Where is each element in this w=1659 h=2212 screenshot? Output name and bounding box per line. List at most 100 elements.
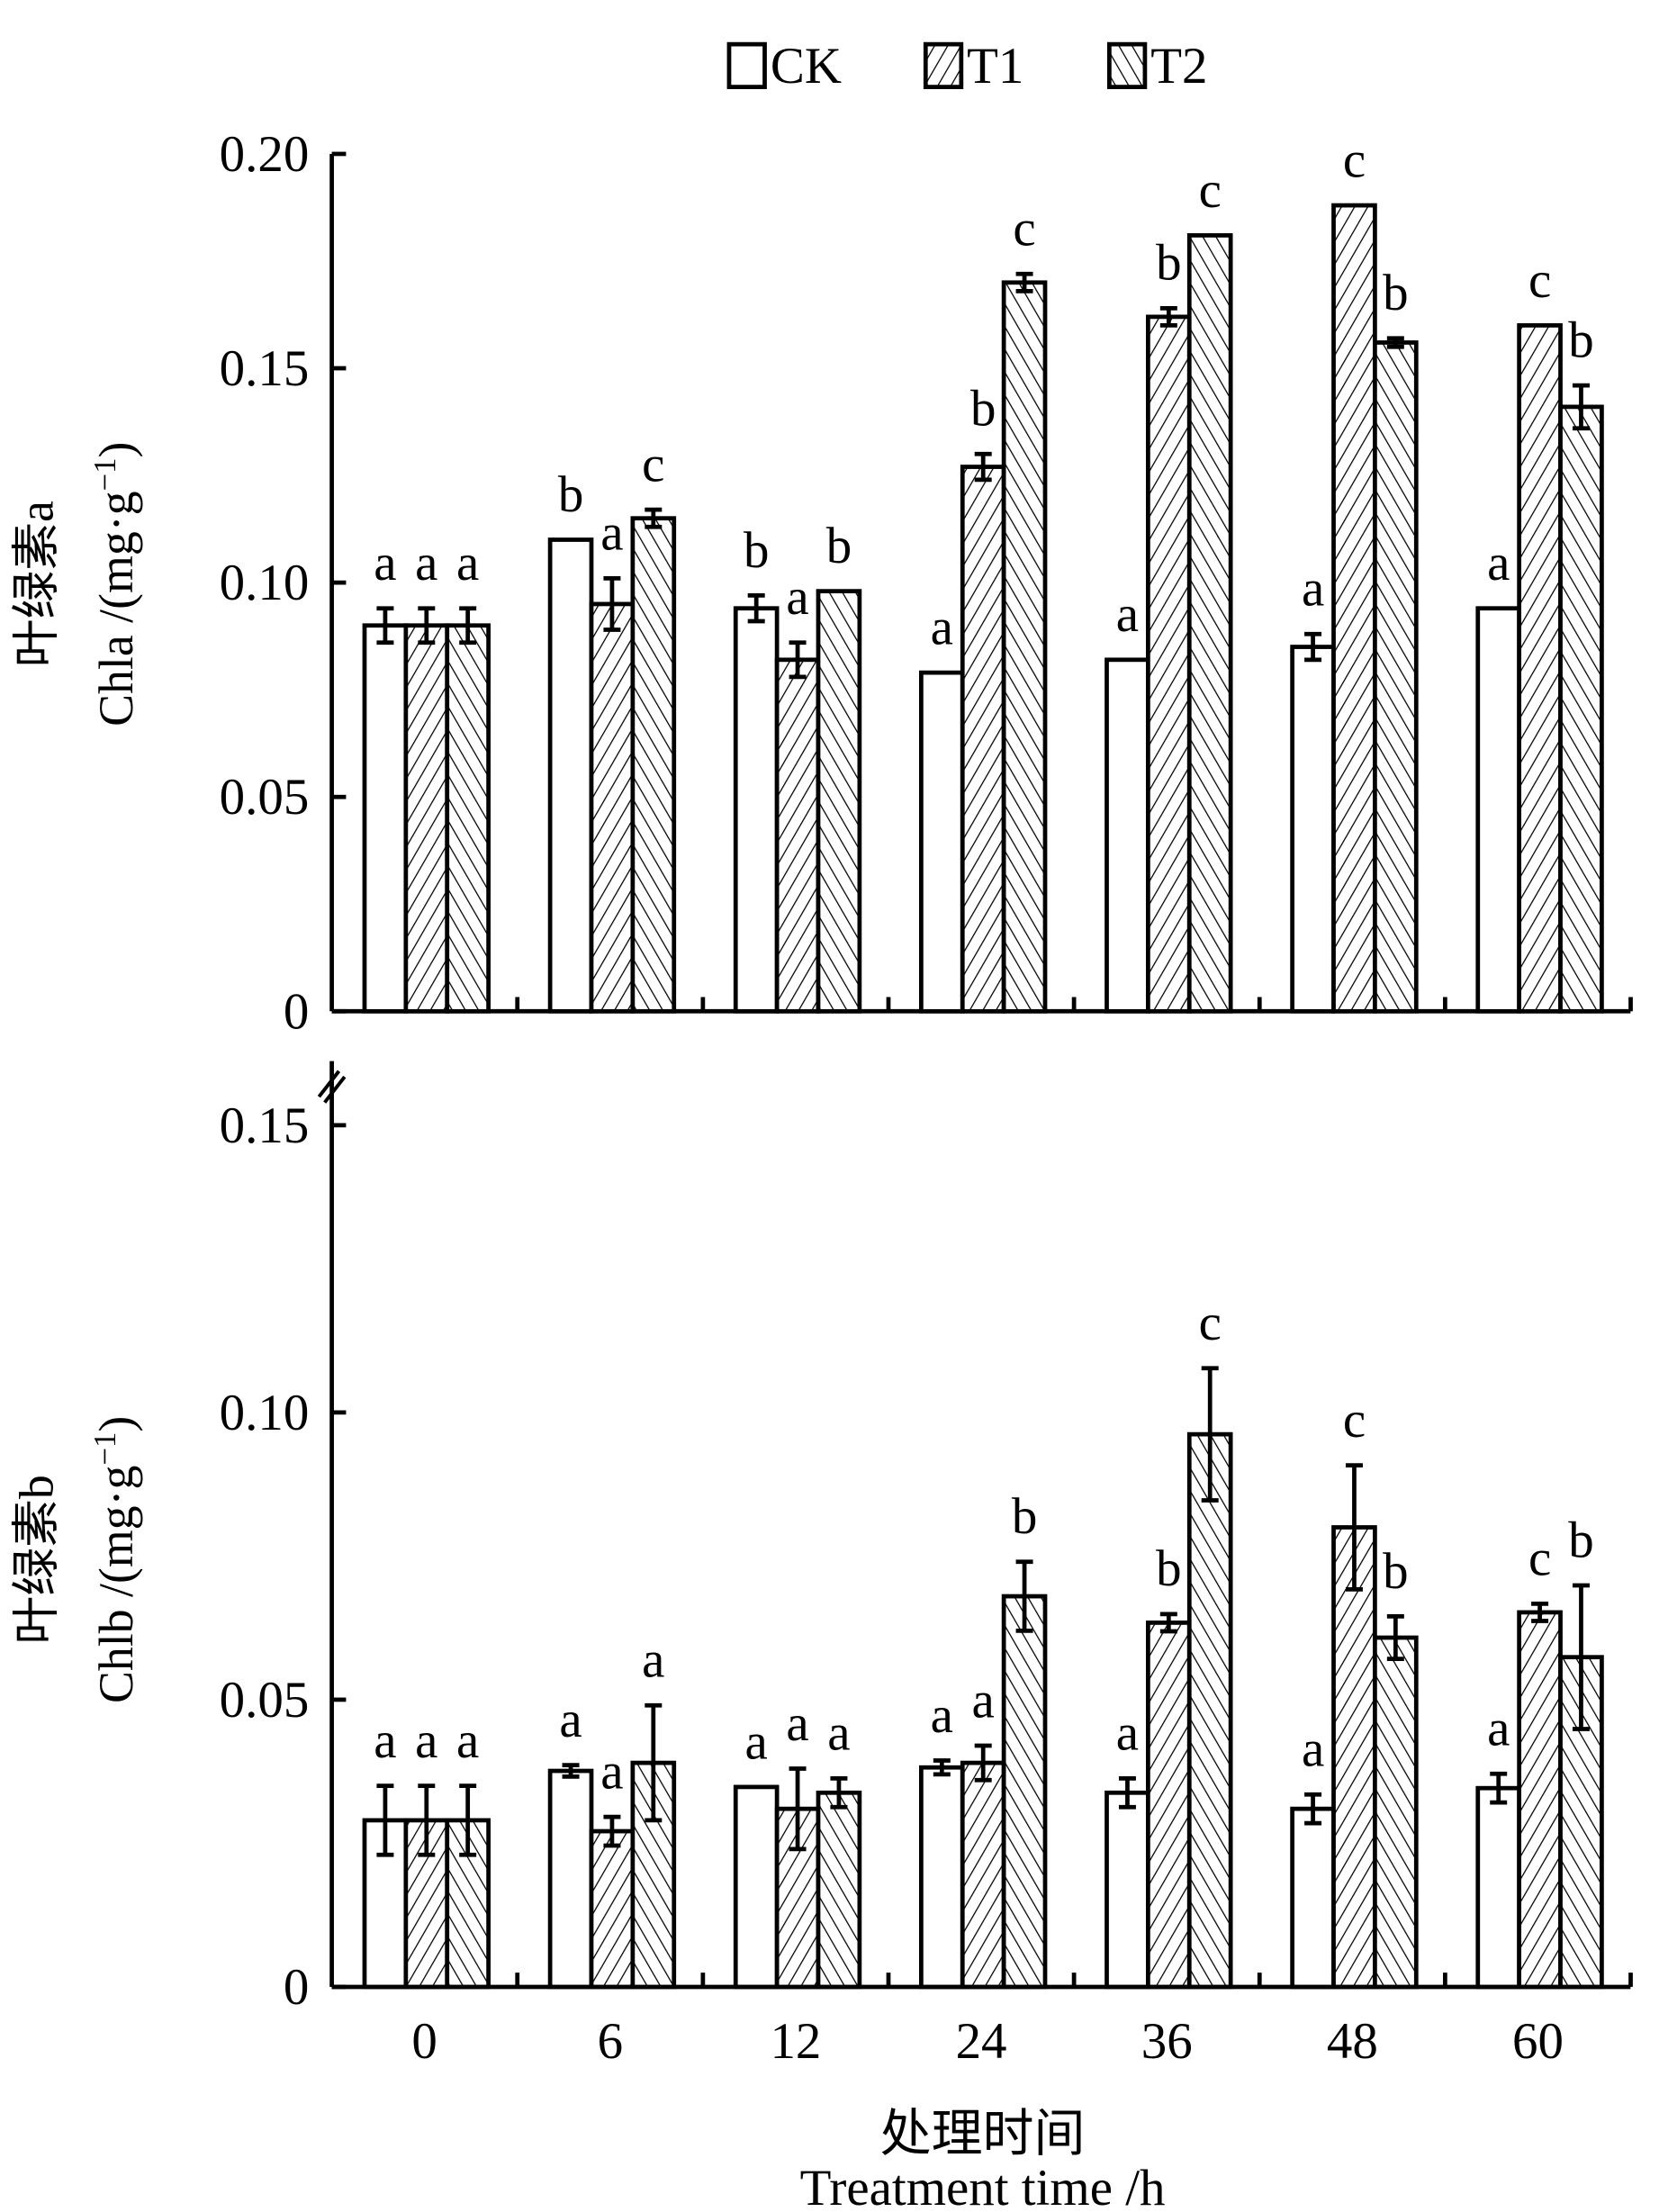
bar-ck xyxy=(1475,606,1522,1014)
bar-ck xyxy=(362,623,409,1014)
bar-ck xyxy=(1290,1806,1336,1990)
significance-letter: c xyxy=(1199,1295,1222,1351)
x-tick-label: 24 xyxy=(956,2013,1007,2070)
bar-t1 xyxy=(960,465,1006,1014)
significance-letter: a xyxy=(600,505,623,562)
significance-letter: b xyxy=(1383,1543,1408,1600)
significance-letter: a xyxy=(931,599,953,655)
legend-label-ck: CK xyxy=(771,38,842,95)
significance-letter: a xyxy=(600,1743,623,1800)
y-axis-title-cn: 叶绿素a xyxy=(10,501,64,667)
significance-letter: c xyxy=(642,437,664,493)
y-tick-label: 0 xyxy=(284,1959,309,2016)
bar-t2 xyxy=(1001,1594,1048,1990)
significance-letter: b xyxy=(558,466,583,523)
bar-t2 xyxy=(1373,1635,1419,1990)
significance-letter: a xyxy=(456,1712,479,1769)
significance-letter: a xyxy=(559,1692,582,1748)
axis-break-mark xyxy=(317,1070,347,1104)
bar-ck xyxy=(919,1765,965,1990)
bar-t1 xyxy=(403,623,450,1014)
significance-letter: b xyxy=(826,518,852,574)
significance-letter: a xyxy=(1487,535,1510,591)
significance-letter: b xyxy=(744,522,769,579)
x-axis-title-en: Treatment time /h xyxy=(800,2160,1166,2212)
bar-ck xyxy=(1475,1785,1522,1990)
bar-t1 xyxy=(1517,323,1563,1014)
x-tick-label: 48 xyxy=(1327,2013,1378,2070)
y-axis-title-en: Chlb /(mg·g−1) xyxy=(87,1416,143,1703)
bar-t1 xyxy=(774,657,821,1014)
y-tick-label: 0.05 xyxy=(220,769,310,826)
significance-letter: a xyxy=(374,535,396,591)
legend-label-t2: T2 xyxy=(1150,38,1207,95)
y-tick-label: 0.20 xyxy=(220,126,310,183)
x-tick-label: 12 xyxy=(770,2013,821,2070)
significance-letter: a xyxy=(642,1632,664,1689)
significance-letter: a xyxy=(456,535,479,591)
bar-t1 xyxy=(1331,1525,1377,1990)
bar-ck xyxy=(547,537,594,1014)
significance-letter: a xyxy=(745,1713,768,1770)
significance-letter: c xyxy=(1199,162,1222,219)
significance-letter: c xyxy=(1528,1530,1551,1587)
bar-ck xyxy=(1104,1790,1150,1990)
bar-t1 xyxy=(1146,1621,1192,1990)
x-tick-label: 0 xyxy=(411,2013,437,2070)
bar-t2 xyxy=(1373,340,1419,1014)
bar-ck xyxy=(733,1784,780,1990)
bar-t2 xyxy=(1186,233,1233,1014)
significance-letter: a xyxy=(415,1712,437,1769)
significance-letter: b xyxy=(1568,1512,1593,1568)
bar-t2 xyxy=(816,1790,862,1990)
bar-t2 xyxy=(630,516,677,1014)
significance-letter: a xyxy=(931,1687,953,1744)
significance-letter: b xyxy=(970,381,996,438)
x-tick-label: 60 xyxy=(1512,2013,1564,2070)
y-tick-label: 0.15 xyxy=(220,340,310,397)
significance-letter: c xyxy=(1528,252,1551,309)
legend: CK T1 T2 xyxy=(726,38,1207,95)
legend-swatch-t1 xyxy=(923,41,964,89)
bar-ck xyxy=(1104,657,1150,1014)
y-axis-title-cn: 叶绿素b xyxy=(10,1475,64,1644)
bar-t2 xyxy=(445,623,491,1014)
bar-ck xyxy=(919,670,965,1014)
y-tick-label: 0 xyxy=(284,983,309,1040)
x-tick-label: 36 xyxy=(1141,2013,1193,2070)
significance-letter: b xyxy=(1012,1488,1037,1545)
significance-letter: b xyxy=(1156,1540,1181,1597)
significance-letter: a xyxy=(1116,1705,1139,1762)
bar-t1 xyxy=(1146,314,1192,1014)
bar-t2 xyxy=(1558,404,1604,1014)
bar-ck xyxy=(547,1768,594,1990)
significance-letter: b xyxy=(1383,265,1408,321)
significance-letter: a xyxy=(1302,561,1324,618)
legend-swatch-ck xyxy=(726,41,767,89)
bar-ck xyxy=(1290,645,1336,1014)
bar-t1 xyxy=(1331,203,1377,1014)
bar-t1 xyxy=(1517,1610,1563,1990)
y-tick-label: 0.05 xyxy=(220,1672,310,1729)
x-tick-label: 6 xyxy=(598,2013,623,2070)
significance-letter: a xyxy=(1487,1701,1510,1757)
bar-t2 xyxy=(1001,280,1048,1014)
significance-letter: c xyxy=(1013,201,1035,257)
chlb-panel: 0 0.05 0.10 0.15 叶绿素b Chlb /(mg·g−1) 0 6 12 24 36 4… xyxy=(10,1061,1633,2070)
significance-letter: a xyxy=(786,1695,808,1752)
bar-t1 xyxy=(589,1828,636,1990)
significance-letter: a xyxy=(1302,1721,1324,1778)
significance-letter: b xyxy=(1156,235,1181,292)
legend-label-t1: T1 xyxy=(967,38,1023,95)
bar-t1 xyxy=(589,601,636,1014)
bar-ck xyxy=(733,606,780,1014)
legend-swatch-t2 xyxy=(1106,41,1148,89)
bar-t2 xyxy=(1186,1431,1233,1990)
significance-letter: a xyxy=(374,1712,396,1769)
bar-t2 xyxy=(816,589,862,1014)
y-tick-label: 0.10 xyxy=(220,1385,310,1441)
significance-letter: a xyxy=(786,569,808,626)
significance-letter: a xyxy=(415,535,437,591)
